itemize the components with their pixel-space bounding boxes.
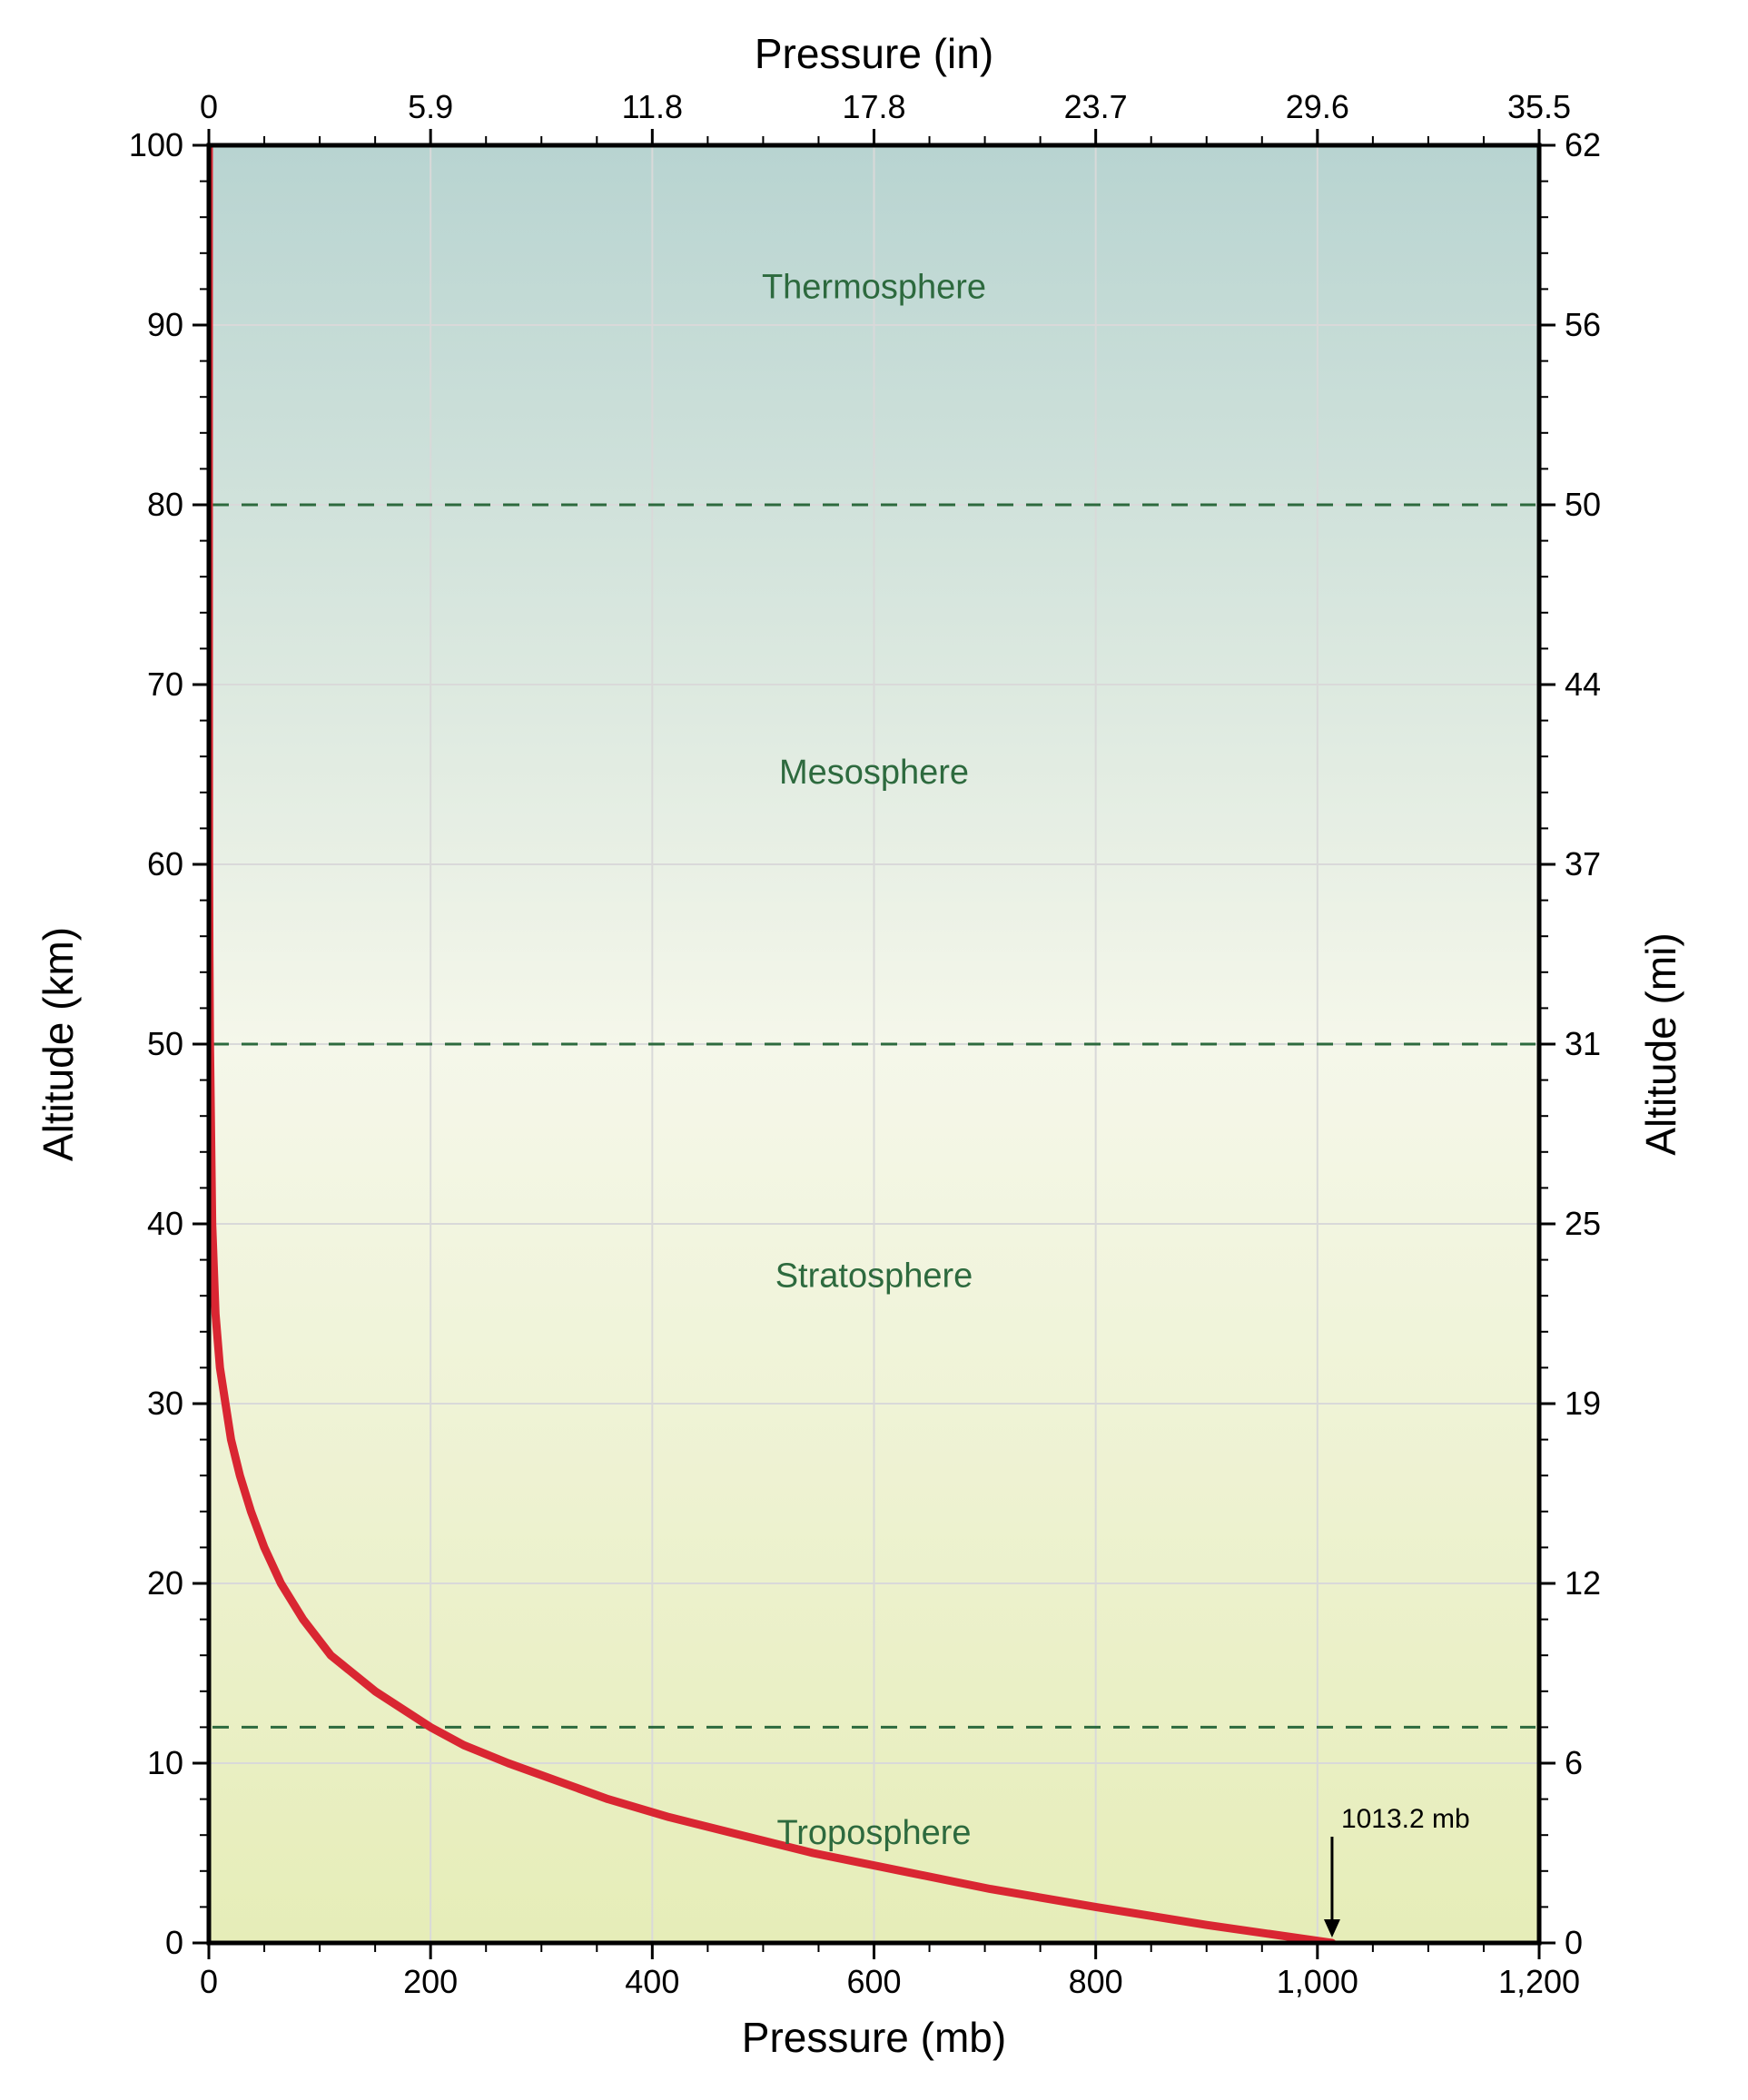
x-bottom-tick-label: 1,200: [1498, 1963, 1580, 2000]
y-left-tick-label: 20: [147, 1564, 183, 1602]
y-right-tick-label: 44: [1565, 665, 1601, 703]
layer-label: Troposphere: [776, 1814, 971, 1852]
x-bottom-tick-label: 0: [200, 1963, 218, 2000]
y-left-tick-label: 80: [147, 486, 183, 523]
layer-label: Mesosphere: [779, 754, 969, 792]
chart-svg: Thermosphere Mesosphere Stratosphere Tropos…: [0, 0, 1748, 2100]
y-right-tick-label: 56: [1565, 306, 1601, 343]
y-right-tick-label: 25: [1565, 1205, 1601, 1242]
y-left-tick-label: 0: [165, 1924, 183, 1961]
x-top-title: Pressure (in): [755, 30, 993, 77]
y-left-title: Altitude (km): [35, 927, 82, 1161]
y-left-tick-label: 50: [147, 1025, 183, 1062]
y-right-tick-label: 6: [1565, 1744, 1583, 1781]
surface-pressure-label: 1013.2 mb: [1341, 1804, 1470, 1834]
y-right-tick-label: 37: [1565, 845, 1601, 882]
y-left-tick-label: 60: [147, 845, 183, 882]
layer-label: Thermosphere: [762, 268, 986, 306]
y-right-tick-label: 12: [1565, 1564, 1601, 1602]
y-right-tick-label: 62: [1565, 126, 1601, 163]
y-left-tick-label: 40: [147, 1205, 183, 1242]
x-bottom-tick-label: 200: [403, 1963, 458, 2000]
y-right-tick-label: 31: [1565, 1025, 1601, 1062]
x-top-tick-label: 29.6: [1286, 88, 1349, 125]
y-left-tick-label: 70: [147, 665, 183, 703]
y-right-tick-label: 0: [1565, 1924, 1583, 1961]
x-top-tick-label: 0: [200, 88, 218, 125]
y-right-tick-label: 19: [1565, 1385, 1601, 1422]
x-bottom-tick-label: 1,000: [1277, 1963, 1358, 2000]
x-top-tick-label: 17.8: [842, 88, 905, 125]
layer-label: Stratosphere: [775, 1257, 973, 1295]
y-left-tick-label: 10: [147, 1744, 183, 1781]
y-right-title: Altitude (mi): [1637, 932, 1684, 1155]
y-left-tick-label: 100: [129, 126, 183, 163]
y-left-tick-label: 30: [147, 1385, 183, 1422]
x-bottom-tick-label: 600: [846, 1963, 901, 2000]
y-right-tick-label: 50: [1565, 486, 1601, 523]
x-top-tick-label: 5.9: [408, 88, 453, 125]
x-top-tick-label: 11.8: [622, 88, 683, 125]
atmosphere-pressure-chart: Thermosphere Mesosphere Stratosphere Tropos…: [0, 0, 1748, 2100]
x-top-tick-label: 23.7: [1064, 88, 1128, 125]
x-bottom-title: Pressure (mb): [742, 2014, 1006, 2061]
y-left-tick-label: 90: [147, 306, 183, 343]
x-top-tick-label: 35.5: [1507, 88, 1571, 125]
x-bottom-tick-label: 800: [1069, 1963, 1123, 2000]
x-bottom-tick-label: 400: [625, 1963, 679, 2000]
